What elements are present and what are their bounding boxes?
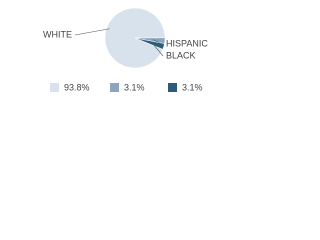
chart: WHITE HISPANIC BLACK 93.8% 3.1% 3.1%: [43, 7, 208, 92]
legend-swatch: [168, 83, 177, 92]
legend-label: 3.1%: [124, 82, 145, 92]
legend-label: 93.8%: [64, 82, 90, 92]
slice-label: WHITE: [43, 29, 72, 39]
slice-label: HISPANIC: [166, 38, 208, 48]
pie-slice: [134, 37, 165, 50]
leader-line: [152, 42, 164, 57]
legend-swatch: [110, 83, 119, 92]
legend-swatch: [50, 83, 59, 92]
slice-label: BLACK: [166, 50, 196, 60]
legend-label: 3.1%: [182, 82, 203, 92]
leader-line: [74, 28, 110, 36]
